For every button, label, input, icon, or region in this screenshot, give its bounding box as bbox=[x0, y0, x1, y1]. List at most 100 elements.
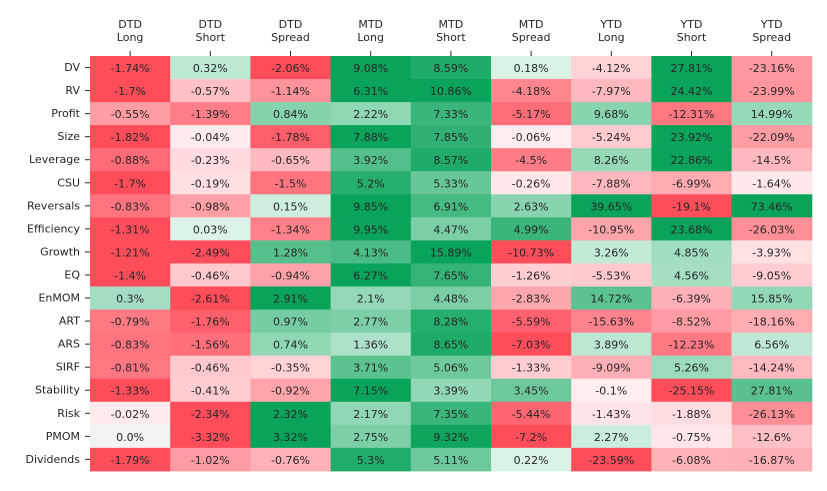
heatmap-cell bbox=[410, 240, 492, 264]
heatmap-cell bbox=[731, 171, 813, 195]
heatmap-cell bbox=[410, 125, 492, 149]
heatmap-cell bbox=[330, 240, 412, 264]
cell-value-label: -0.02% bbox=[111, 408, 150, 421]
cell-value-label: 3.89% bbox=[594, 339, 629, 352]
heatmap-cell bbox=[90, 56, 171, 80]
column-label-3: MTD Long bbox=[357, 18, 384, 44]
cell-value-label: -0.88% bbox=[111, 154, 150, 167]
cell-value-label: 8.28% bbox=[433, 316, 468, 329]
cell-value-label: -3.32% bbox=[191, 431, 230, 444]
cell-value-label: -1.74% bbox=[111, 62, 150, 75]
heatmap-cell bbox=[170, 102, 251, 126]
heatmap-cell bbox=[170, 263, 251, 287]
heatmap-cell bbox=[90, 447, 171, 472]
heatmap-cell bbox=[250, 378, 332, 403]
cell-value-label: -0.26% bbox=[512, 177, 551, 190]
row-label-eq: EQ bbox=[64, 268, 80, 281]
cell-value-label: 4.48% bbox=[433, 293, 468, 306]
cell-value-label: 8.57% bbox=[433, 154, 468, 167]
heatmap-cell bbox=[651, 194, 733, 218]
column-label-6: YTD Long bbox=[598, 18, 625, 44]
cell-value-label: 4.99% bbox=[514, 223, 549, 236]
heatmap-cell bbox=[410, 56, 492, 80]
column-label-7: YTD Short bbox=[677, 18, 707, 44]
heatmap-cell bbox=[731, 378, 813, 403]
heatmap-cell bbox=[491, 447, 572, 472]
heatmap-cell bbox=[250, 194, 332, 218]
cell-value-label: 8.26% bbox=[594, 154, 629, 167]
cell-value-label: -5.24% bbox=[592, 131, 631, 144]
heatmap-cell bbox=[250, 424, 332, 449]
cell-value-label: 3.71% bbox=[353, 362, 388, 375]
heatmap-cell bbox=[731, 263, 813, 287]
heatmap-cell bbox=[571, 217, 652, 241]
heatmap-cell bbox=[170, 378, 251, 403]
heatmap-cell bbox=[731, 102, 813, 126]
cell-value-label: -0.23% bbox=[191, 154, 230, 167]
cell-value-label: 4.47% bbox=[433, 223, 468, 236]
heatmap-cell bbox=[571, 424, 652, 449]
heatmap-cell bbox=[731, 332, 813, 357]
heatmap-cell bbox=[651, 217, 733, 241]
cell-value-label: 9.68% bbox=[594, 108, 629, 121]
heatmap-cell bbox=[571, 56, 652, 80]
heatmap-cell bbox=[410, 401, 492, 426]
cell-value-label: -0.35% bbox=[271, 362, 310, 375]
column-label-8: YTD Spread bbox=[752, 18, 791, 44]
cell-value-label: 10.86% bbox=[430, 85, 472, 98]
cell-value-label: 3.32% bbox=[273, 431, 308, 444]
heatmap-cell bbox=[330, 447, 412, 472]
cell-value-label: -6.39% bbox=[672, 293, 711, 306]
heatmap-cell bbox=[491, 332, 572, 357]
cell-value-label: -1.14% bbox=[271, 85, 310, 98]
heatmap-cell bbox=[731, 355, 813, 380]
heatmap-cell bbox=[410, 148, 492, 172]
row-label-csu: CSU bbox=[57, 176, 80, 189]
column-label-1: DTD Short bbox=[196, 18, 226, 44]
cell-value-label: 73.46% bbox=[751, 200, 793, 213]
row-label-art: ART bbox=[59, 315, 80, 328]
heatmap-cell bbox=[491, 79, 572, 103]
heatmap-cell bbox=[250, 240, 332, 264]
heatmap-cell bbox=[90, 401, 171, 426]
heatmap-cell bbox=[170, 332, 251, 357]
cell-value-label: -0.98% bbox=[191, 200, 230, 213]
heatmap-cell bbox=[651, 286, 733, 311]
heatmap-cell bbox=[330, 332, 412, 357]
heatmap-cell bbox=[170, 309, 251, 334]
heatmap-cell bbox=[410, 332, 492, 357]
cell-value-label: 2.91% bbox=[273, 293, 308, 306]
cell-value-label: -0.65% bbox=[271, 154, 310, 167]
cell-value-label: 0.0% bbox=[116, 431, 144, 444]
heatmap-cell bbox=[731, 309, 813, 334]
cell-value-label: -3.93% bbox=[752, 246, 791, 259]
cell-value-label: -0.83% bbox=[111, 200, 150, 213]
cell-value-label: -0.83% bbox=[111, 339, 150, 352]
cell-value-label: 2.32% bbox=[273, 408, 308, 421]
heatmap-cell bbox=[410, 263, 492, 287]
heatmap-cell bbox=[90, 171, 171, 195]
heatmap-cell bbox=[731, 79, 813, 103]
cell-value-label: -1.31% bbox=[111, 223, 150, 236]
heatmap-cell bbox=[170, 171, 251, 195]
cell-value-label: 9.95% bbox=[353, 223, 388, 236]
cell-value-label: -12.6% bbox=[752, 431, 791, 444]
heatmap-cell bbox=[410, 378, 492, 403]
heatmap-cell bbox=[250, 217, 332, 241]
heatmap-cell bbox=[330, 125, 412, 149]
heatmap-cell bbox=[571, 194, 652, 218]
cell-value-label: -1.5% bbox=[275, 177, 307, 190]
cell-value-label: 7.65% bbox=[433, 269, 468, 282]
heatmap-cell bbox=[651, 56, 733, 80]
heatmap-cell bbox=[731, 217, 813, 241]
heatmap-cell bbox=[170, 148, 251, 172]
cell-value-label: 1.28% bbox=[273, 246, 308, 259]
row-label-dv: DV bbox=[64, 61, 80, 74]
cell-value-label: -23.16% bbox=[749, 62, 795, 75]
heatmap-cell bbox=[491, 355, 572, 380]
heatmap-cell bbox=[491, 56, 572, 80]
heatmap-cell bbox=[410, 424, 492, 449]
heatmap-cell bbox=[731, 424, 813, 449]
cell-value-label: 24.42% bbox=[671, 85, 713, 98]
